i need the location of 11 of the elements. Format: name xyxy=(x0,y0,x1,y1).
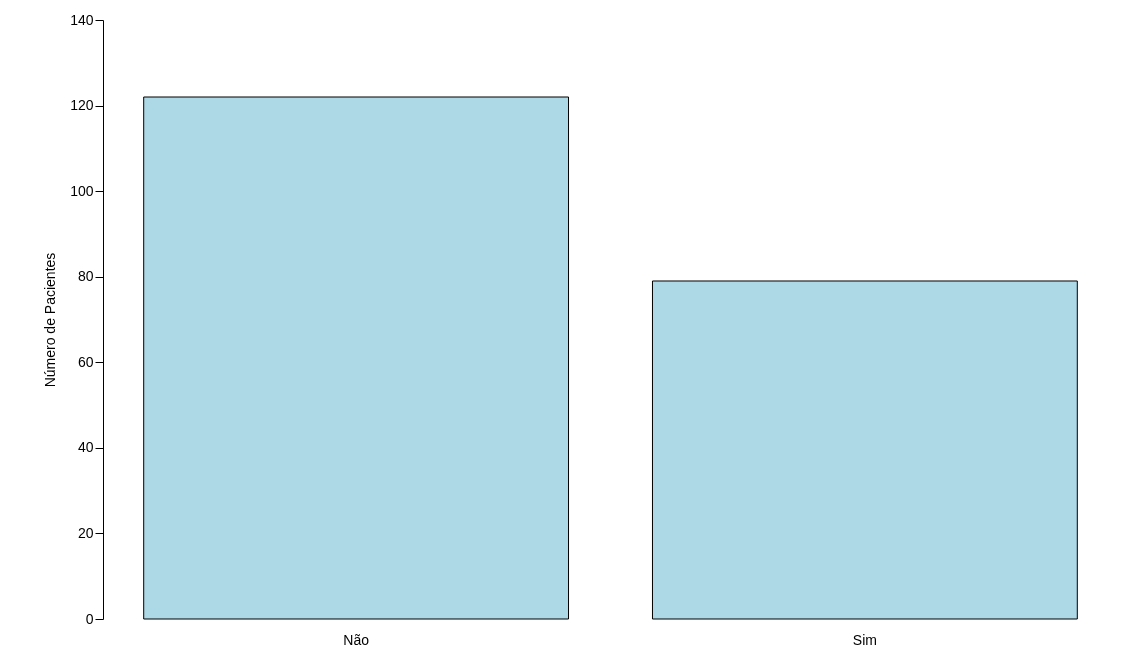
y-tick-label: 0 xyxy=(85,610,94,627)
y-tick-label: 80 xyxy=(77,268,94,285)
y-tick-label: 40 xyxy=(77,439,94,456)
x-tick-label: Sim xyxy=(852,631,877,648)
y-axis-title: Número de Pacientes xyxy=(42,252,59,388)
y-tick-label: 20 xyxy=(77,524,94,541)
y-tick-label: 100 xyxy=(70,182,94,199)
y-tick-label: 120 xyxy=(70,97,94,114)
y-tick-label: 60 xyxy=(77,353,94,370)
x-tick-label: Não xyxy=(343,631,370,648)
y-tick-label: 140 xyxy=(70,11,94,28)
